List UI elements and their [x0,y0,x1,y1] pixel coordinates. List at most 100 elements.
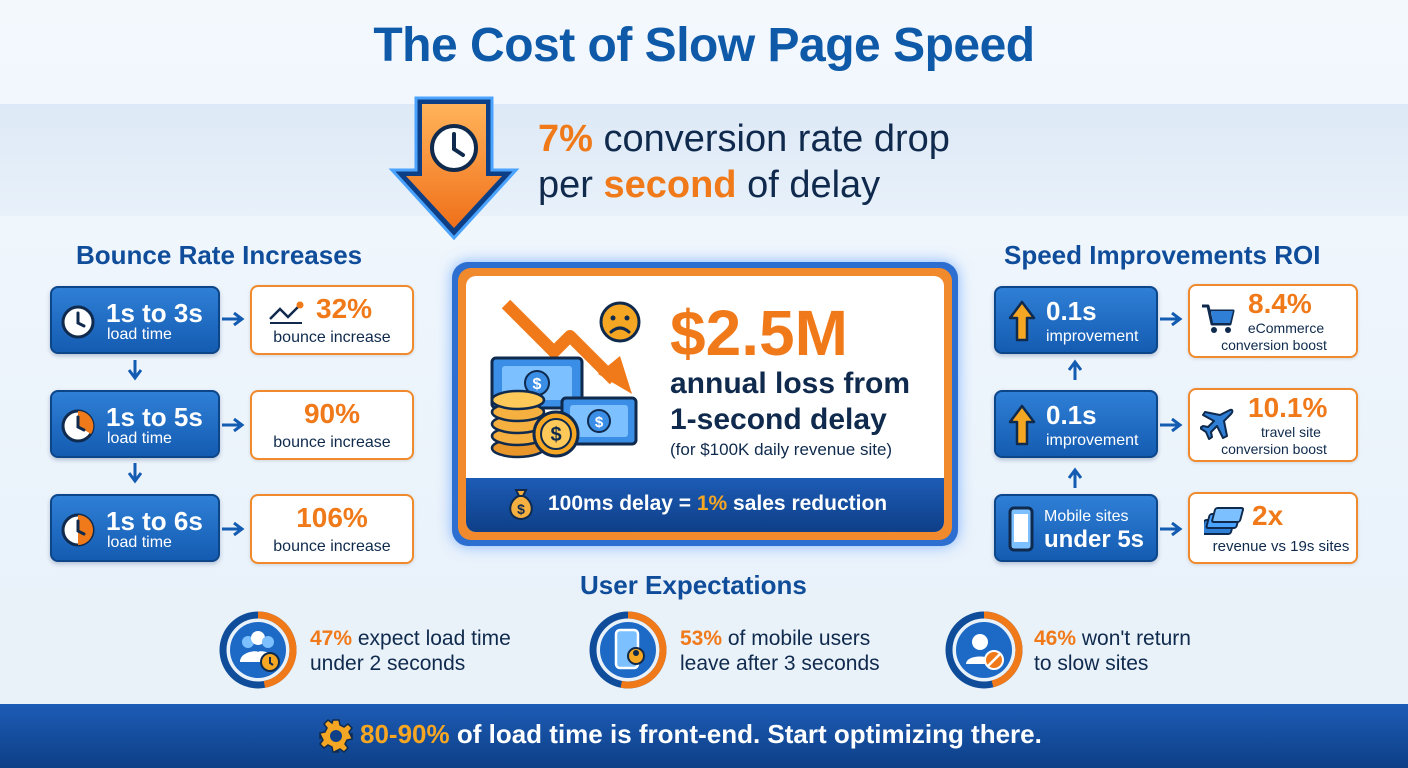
roi-sub: improvement [1046,432,1139,449]
clock-icon [61,409,95,443]
loss-desc: annual loss from 1-second delay [670,366,910,438]
headline-highlight: second [603,164,737,206]
expectation-line2: to slow sites [1034,652,1149,675]
roi-box: 0.1s improvement [994,286,1158,354]
headline: 7% conversion rate drop per second of de… [538,116,950,208]
roi-value: 0.1s [1046,296,1097,326]
range-sub: load time [107,430,172,447]
roi-section-title: Speed Improvements ROI [1004,240,1321,270]
bounce-stat-box: 32% bounce increase [250,285,414,355]
chart-icon [269,301,304,324]
bounce-range-box: 1s to 3s load time [50,286,220,354]
money-icon: $ $ $ [490,299,638,459]
roi-sub: improvement [1046,328,1139,345]
roi-mobile-top: Mobile sites [1044,508,1129,525]
roi-stat: 10.1% [1248,392,1328,423]
expectation-text: 46% won't return to slow sites [1034,626,1191,676]
range-sub: load time [107,326,172,343]
right-arrow-icon [222,312,245,326]
roi-box: 0.1s improvement [994,390,1158,458]
svg-text:$: $ [517,501,525,517]
roi-stat-box: 10.1% travel site conversion boost [1188,388,1358,462]
bounce-label: bounce increase [273,434,391,451]
headline-line2-pre: per [538,164,604,206]
clock-icon [430,124,478,172]
headline-pct: 7% [538,118,593,160]
up-arrow-small [1068,467,1082,488]
clock-icon [61,513,95,547]
bounce-label: bounce increase [273,329,391,346]
cash-stack-icon [1204,507,1244,535]
expectations-title: User Expectations [580,570,807,600]
up-arrow-small [1068,359,1082,380]
down-arrow-small [128,360,142,381]
roi-label-1: travel site [1261,424,1321,440]
footer-pre: 100ms delay = [548,492,697,515]
clock-icon [61,305,95,339]
expectation-rest: expect load time [352,627,511,650]
bounce-stat-box: 90% bounce increase [250,390,414,460]
roi-stat-box: 2x revenue vs 19s sites [1188,492,1358,564]
page-title: The Cost of Slow Page Speed [373,19,1035,72]
roi-stat: 8.4% [1248,288,1312,319]
phone-icon [1008,506,1034,552]
range-value: 1s to 5s [106,402,203,432]
footer-post: sales reduction [727,492,888,515]
bounce-label: bounce increase [273,538,391,555]
bounce-pct: 106% [296,502,368,533]
bounce-stat-box: 106% bounce increase [250,494,414,564]
money-bag-icon: $ [509,489,533,521]
sad-face-icon [599,301,641,343]
loss-line2: 1-second delay [670,403,887,436]
range-value: 1s to 3s [106,298,203,328]
roi-label-1: revenue vs 19s sites [1212,538,1350,555]
roi-label-2: conversion boost [1221,441,1327,457]
expectation-text: 53% of mobile users leave after 3 second… [680,626,880,676]
users-icon [219,611,297,689]
svg-text:$: $ [595,414,604,431]
bounce-pct: 90% [303,398,361,429]
headline-line2-post: of delay [736,164,881,206]
bottom-rest: of load time is front-end. Start optimiz… [449,719,1042,749]
headline-line1: conversion rate drop [592,118,950,160]
range-sub: load time [107,534,172,551]
headline-band [0,104,1408,216]
expectation-rest: of mobile users [722,627,871,650]
bounce-section-title: Bounce Rate Increases [76,240,363,270]
expectation-pct: 53% [680,627,723,650]
right-arrow-icon [1160,418,1183,432]
expectation-pct: 47% [310,627,353,650]
gear-icon [319,719,353,753]
right-arrow-icon [1160,522,1183,536]
footer-pct: 1% [696,492,728,515]
roi-value: 0.1s [1046,400,1097,430]
right-arrow-icon [222,418,245,432]
expectation-line2: leave after 3 seconds [680,652,880,675]
loss-amount: $2.5M [670,297,848,369]
user-block-icon [945,611,1023,689]
roi-stat-box: 8.4% eCommerce conversion boost [1188,284,1358,358]
expectation-text: 47% expect load time under 2 seconds [310,626,511,676]
expectation-line2: under 2 seconds [310,652,466,675]
up-arrow-icon [1008,404,1036,446]
roi-label-1: eCommerce [1247,320,1325,336]
loss-note: (for $100K daily revenue site) [670,440,893,459]
bottom-message: 80-90% of load time is front-end. Start … [360,719,1042,750]
phone-user-icon [589,611,667,689]
expectation-rest: won't return [1076,627,1191,650]
svg-text:$: $ [550,424,561,446]
bounce-range-box: 1s to 5s load time [50,390,220,458]
bottom-banner [0,704,1408,768]
roi-label-2: conversion boost [1221,337,1327,353]
up-arrow-icon [1008,300,1036,342]
range-value: 1s to 6s [106,506,203,536]
right-arrow-icon [1160,312,1183,326]
plane-icon [1200,408,1234,440]
roi-mobile-bottom: under 5s [1044,526,1145,553]
bottom-pct: 80-90% [360,719,450,749]
right-arrow-icon [222,522,245,536]
bounce-pct: 32% [316,293,373,324]
cart-icon [1202,304,1235,333]
roi-box: Mobile sites under 5s [994,494,1158,562]
svg-text:$: $ [533,376,542,393]
